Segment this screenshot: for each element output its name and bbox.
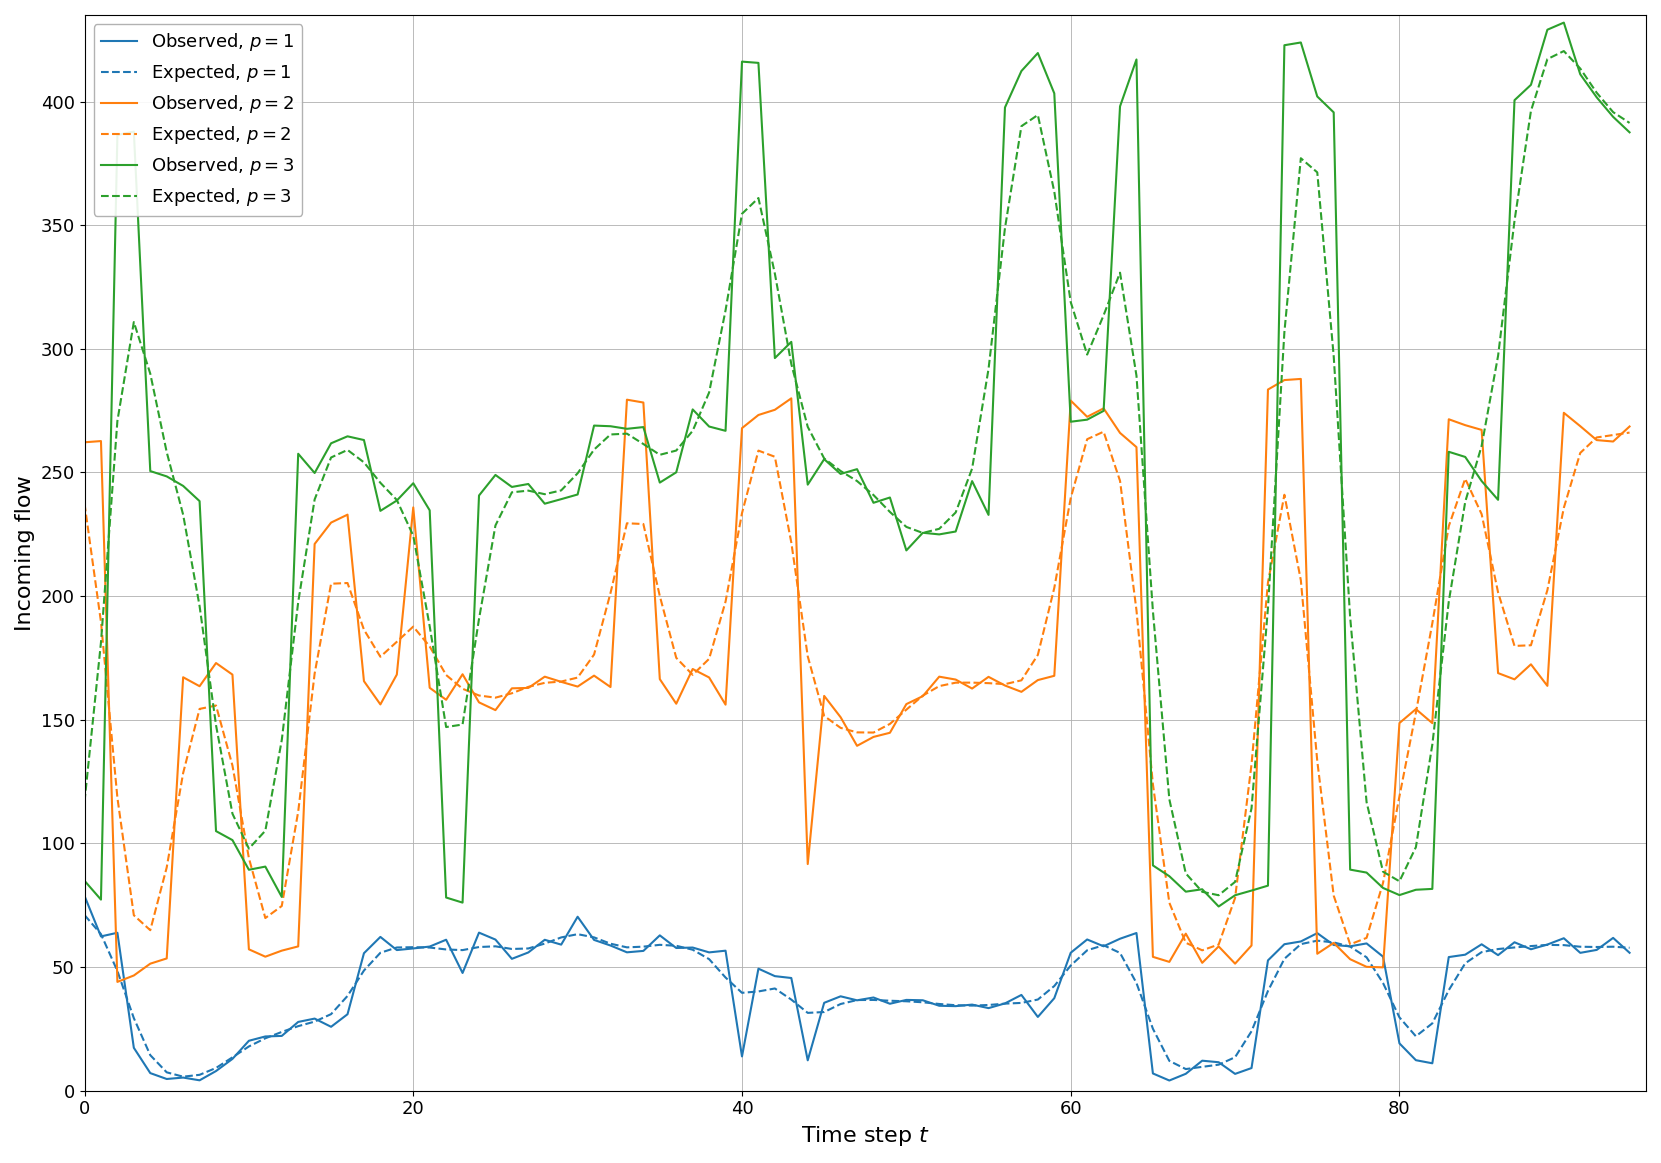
Observed, $p = 3$ — [1159, 869, 1179, 883]
Expected, $p = 1$ — [1143, 1022, 1163, 1036]
Observed, $p = 1$ — [1126, 926, 1146, 940]
Expected, $p = 1$ — [140, 1048, 159, 1062]
Expected, $p = 2$ — [354, 622, 374, 636]
Expected, $p = 2$ — [1241, 757, 1261, 771]
Expected, $p = 1$ — [1226, 1050, 1246, 1064]
Expected, $p = 2$ — [1193, 943, 1213, 957]
Expected, $p = 1$ — [75, 908, 95, 922]
Expected, $p = 1$ — [1241, 1025, 1261, 1039]
Expected, $p = 3$ — [140, 366, 159, 380]
Expected, $p = 2$ — [75, 497, 95, 511]
Observed, $p = 2$ — [1226, 957, 1246, 971]
Expected, $p = 1$ — [1176, 1062, 1196, 1076]
Observed, $p = 2$ — [1291, 372, 1311, 386]
Line: Observed, $p = 2$: Observed, $p = 2$ — [85, 379, 1629, 982]
Observed, $p = 2$ — [370, 698, 390, 712]
Expected, $p = 3$ — [1209, 889, 1229, 902]
Observed, $p = 3$ — [1553, 15, 1573, 29]
Expected, $p = 3$ — [75, 794, 95, 808]
Expected, $p = 3$ — [1159, 792, 1179, 806]
Expected, $p = 2$ — [1176, 936, 1196, 950]
Observed, $p = 3$ — [1226, 889, 1246, 902]
Observed, $p = 3$ — [1241, 884, 1261, 898]
Expected, $p = 2$ — [140, 923, 159, 937]
Expected, $p = 1$ — [173, 1070, 193, 1084]
Observed, $p = 2$ — [75, 435, 95, 449]
Observed, $p = 1$ — [1241, 1061, 1261, 1075]
Expected, $p = 2$ — [1143, 777, 1163, 791]
Observed, $p = 3$ — [1126, 52, 1146, 66]
Observed, $p = 2$ — [108, 975, 128, 989]
Observed, $p = 1$ — [1159, 1073, 1179, 1087]
Line: Expected, $p = 2$: Expected, $p = 2$ — [85, 431, 1629, 950]
Expected, $p = 2$ — [1257, 576, 1277, 590]
Observed, $p = 2$ — [1176, 927, 1196, 941]
Observed, $p = 1$ — [354, 947, 374, 961]
Observed, $p = 2$ — [156, 951, 176, 965]
Observed, $p = 1$ — [140, 1066, 159, 1080]
Observed, $p = 2$ — [1241, 939, 1261, 952]
Observed, $p = 1$ — [1176, 1066, 1196, 1080]
Line: Observed, $p = 3$: Observed, $p = 3$ — [85, 22, 1629, 906]
Expected, $p = 3$ — [1226, 875, 1246, 889]
Expected, $p = 1$ — [1619, 941, 1639, 955]
Observed, $p = 2$ — [1143, 950, 1163, 964]
Observed, $p = 3$ — [354, 433, 374, 447]
Observed, $p = 1$ — [1226, 1066, 1246, 1080]
Expected, $p = 2$ — [1619, 426, 1639, 440]
Observed, $p = 1$ — [75, 889, 95, 902]
Observed, $p = 3$ — [1619, 126, 1639, 140]
Observed, $p = 3$ — [1209, 899, 1229, 913]
Expected, $p = 3$ — [1619, 116, 1639, 130]
Observed, $p = 2$ — [1619, 420, 1639, 434]
Observed, $p = 3$ — [140, 464, 159, 478]
Y-axis label: Incoming flow: Incoming flow — [15, 475, 35, 630]
Legend: Observed, $p = 1$, Expected, $p = 1$, Observed, $p = 2$, Expected, $p = 2$, Obse: Observed, $p = 1$, Expected, $p = 1$, Ob… — [93, 24, 302, 215]
X-axis label: Time step $t$: Time step $t$ — [801, 1123, 930, 1148]
Expected, $p = 3$ — [1126, 369, 1146, 383]
Expected, $p = 3$ — [354, 456, 374, 470]
Expected, $p = 3$ — [1241, 801, 1261, 815]
Expected, $p = 2$ — [1093, 424, 1113, 438]
Observed, $p = 1$ — [1619, 946, 1639, 959]
Expected, $p = 3$ — [1553, 44, 1573, 58]
Line: Expected, $p = 3$: Expected, $p = 3$ — [85, 51, 1629, 896]
Observed, $p = 3$ — [75, 873, 95, 887]
Line: Observed, $p = 1$: Observed, $p = 1$ — [85, 896, 1629, 1080]
Expected, $p = 1$ — [370, 946, 390, 959]
Line: Expected, $p = 1$: Expected, $p = 1$ — [85, 915, 1629, 1077]
